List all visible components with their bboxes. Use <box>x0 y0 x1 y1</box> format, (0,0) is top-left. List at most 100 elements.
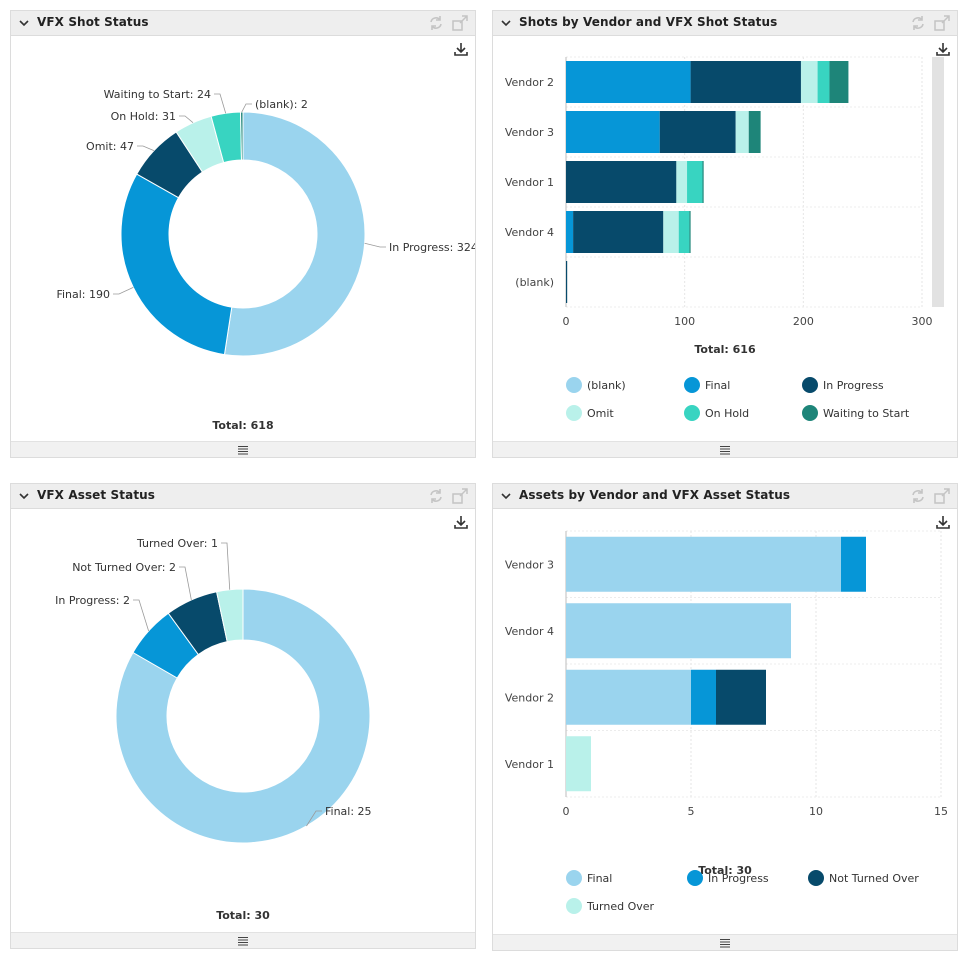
bar-segment-3-3 <box>566 736 591 792</box>
category-label-2: Vendor 2 <box>505 691 554 704</box>
menu-icon[interactable] <box>719 938 731 948</box>
bar-segment-1-5 <box>748 111 761 153</box>
x-tick-label-1: 5 <box>688 805 695 818</box>
category-label-1: Vendor 4 <box>505 625 554 638</box>
panel-footer <box>493 934 957 950</box>
shots-by-vendor-bar-chart: 0 100 200 300 Vendor 2 Vendor 3 Vendor 1 Vendor… <box>505 56 944 421</box>
chart-total-label: Total: 616 <box>694 343 756 356</box>
bar-segment-2-3 <box>676 161 688 203</box>
chart-total-label: Total: 618 <box>212 419 273 432</box>
bar-segment-3-2 <box>573 211 664 253</box>
donut-slice-label-4: Waiting to Start: 24 <box>104 88 211 101</box>
donut-slice-0 <box>223 111 366 357</box>
donut-slice-label-3: Turned Over: 1 <box>136 537 218 550</box>
x-tick-label-2: 10 <box>809 805 823 818</box>
download-icon[interactable] <box>453 41 469 57</box>
x-tick-label-2: 200 <box>793 315 814 328</box>
bar-segment-0-2 <box>690 61 801 103</box>
menu-icon[interactable] <box>719 445 731 455</box>
donut-slice-1 <box>120 173 233 356</box>
bar-segment-2-0 <box>566 669 691 725</box>
donut-slice-0 <box>115 588 371 844</box>
legend-label-2: In Progress <box>823 379 884 392</box>
category-label-0: Vendor 3 <box>505 558 554 571</box>
donut-slice-5 <box>240 111 244 161</box>
legend-label-1: In Progress <box>708 872 769 885</box>
chevron-down-icon[interactable] <box>17 16 31 30</box>
bar-segment-0-1 <box>841 536 866 592</box>
donut-slice-label-2: Not Turned Over: 2 <box>72 561 176 574</box>
legend-label-4: On Hold <box>705 407 749 420</box>
x-tick-label-3: 300 <box>912 315 933 328</box>
download-icon[interactable] <box>935 41 951 57</box>
donut-slice-label-1: Final: 190 <box>56 288 110 301</box>
donut-leader-line-3 <box>179 115 194 124</box>
menu-icon[interactable] <box>237 445 249 455</box>
shot-status-donut-chart: In Progress: 324 Final: 190 Omit: 47 On Hol… <box>56 88 475 432</box>
panel-header: Shots by Vendor and VFX Shot Status <box>493 11 957 36</box>
panel-title: Assets by Vendor and VFX Asset Status <box>519 488 791 502</box>
chevron-down-icon[interactable] <box>499 16 513 30</box>
category-label-2: Vendor 1 <box>505 176 554 189</box>
donut-leader-line-5 <box>241 103 252 113</box>
expand-icon[interactable] <box>933 487 951 505</box>
panel-header: VFX Shot Status <box>11 11 475 36</box>
category-label-1: Vendor 3 <box>505 126 554 139</box>
legend-swatch-2 <box>808 870 824 886</box>
refresh-icon[interactable] <box>909 487 927 505</box>
x-tick-label-0: 0 <box>563 315 570 328</box>
donut-leader-line-1 <box>133 599 150 632</box>
panel-footer <box>11 441 475 457</box>
menu-icon[interactable] <box>237 936 249 946</box>
donut-slice-label-1: In Progress: 2 <box>55 594 130 607</box>
bar-segment-2-4 <box>687 161 703 203</box>
panel-title: VFX Shot Status <box>37 15 149 29</box>
bar-segment-2-1 <box>691 669 716 725</box>
donut-slice-label-0: In Progress: 324 <box>389 241 475 254</box>
legend-swatch-0 <box>566 377 582 393</box>
refresh-icon[interactable] <box>909 14 927 32</box>
bar-segment-3-5 <box>689 211 691 253</box>
legend-label-1: Final <box>705 379 730 392</box>
refresh-icon[interactable] <box>427 14 445 32</box>
legend-label-3: Omit <box>587 407 614 420</box>
chevron-down-icon[interactable] <box>17 489 31 503</box>
refresh-icon[interactable] <box>427 487 445 505</box>
bar-segment-0-4 <box>817 61 830 103</box>
shots-by-vendor-panel: Shots by Vendor and VFX Shot Status 0 100… <box>492 10 958 458</box>
legend-swatch-5 <box>802 405 818 421</box>
category-label-4: (blank) <box>515 276 554 289</box>
legend-label-0: (blank) <box>587 379 626 392</box>
bar-segment-4-2 <box>566 261 568 303</box>
chevron-down-icon[interactable] <box>499 489 513 503</box>
donut-leader-line-0 <box>306 810 322 827</box>
panel-title: VFX Asset Status <box>37 488 156 502</box>
expand-icon[interactable] <box>451 487 469 505</box>
download-icon[interactable] <box>935 514 951 530</box>
donut-leader-line-0 <box>364 242 386 248</box>
legend-swatch-0 <box>566 870 582 886</box>
donut-slice-label-2: Omit: 47 <box>86 140 134 153</box>
assets-by-vendor-bar-chart: 0 5 10 15 Vendor 3 Vendor 4 Vendor 2 Vendor 1 To… <box>505 530 948 914</box>
bar-segment-2-2 <box>716 669 766 725</box>
x-tick-label-0: 0 <box>563 805 570 818</box>
donut-slice-label-5: (blank): 2 <box>255 98 308 111</box>
legend-label-0: Final <box>587 872 612 885</box>
x-tick-label-1: 100 <box>674 315 695 328</box>
vfx-shot-status-panel: VFX Shot Status In Progress: 324 Final: 1… <box>10 10 476 458</box>
donut-leader-line-3 <box>221 542 231 590</box>
bar-segment-1-3 <box>735 111 749 153</box>
download-icon[interactable] <box>453 514 469 530</box>
legend-swatch-1 <box>687 870 703 886</box>
expand-icon[interactable] <box>933 14 951 32</box>
legend-swatch-3 <box>566 898 582 914</box>
assets-by-vendor-panel: Assets by Vendor and VFX Asset Status 0 5… <box>492 483 958 951</box>
panel-header: Assets by Vendor and VFX Asset Status <box>493 484 957 509</box>
chart-total-label: Total: 30 <box>216 909 270 922</box>
legend-label-5: Waiting to Start <box>823 407 910 420</box>
bar-segment-2-5 <box>702 161 704 203</box>
bar-segment-0-3 <box>800 61 818 103</box>
expand-icon[interactable] <box>451 14 469 32</box>
panel-footer <box>11 932 475 948</box>
category-label-0: Vendor 2 <box>505 76 554 89</box>
